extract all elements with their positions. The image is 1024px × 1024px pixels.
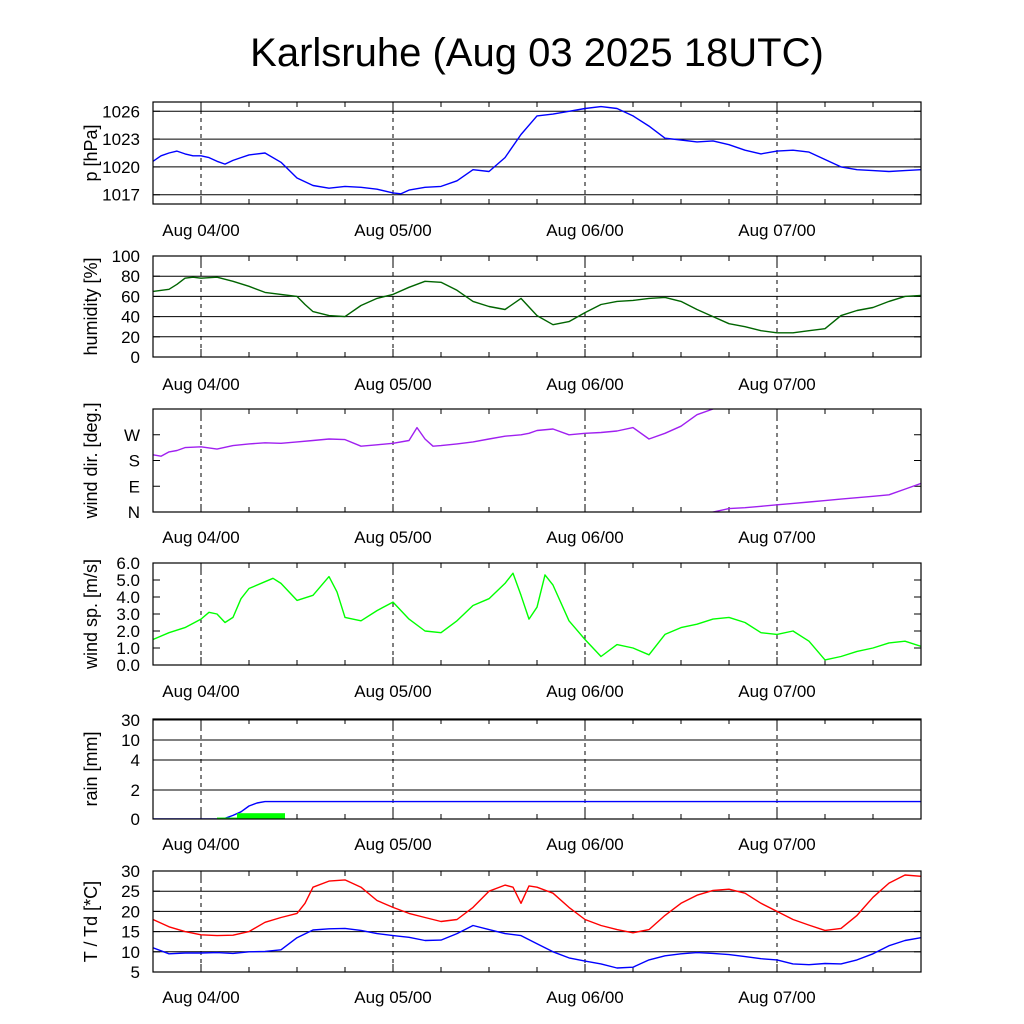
x-tick-label: Aug 04/00 [162,835,240,854]
y-tick-label: 1026 [102,102,140,121]
plot-frame [152,408,922,513]
y-tick-label: 10 [121,731,140,750]
y-tick-label: 1023 [102,130,140,149]
plot-frame [152,562,922,666]
x-tick-label: Aug 05/00 [354,835,432,854]
y-tick-label: 80 [121,267,140,286]
y-tick-label: E [129,477,140,496]
series-line-1 [153,572,921,661]
y-tick-label: W [124,426,140,445]
y-tick-label: 15 [121,923,140,942]
y-tick-label: 6.0 [116,554,140,573]
x-tick-label: Aug 06/00 [546,835,624,854]
x-tick-label: Aug 06/00 [546,221,624,240]
series-group [153,572,921,661]
x-tick-label: Aug 06/00 [546,375,624,394]
x-tick-label: Aug 04/00 [162,682,240,701]
y-tick-label: 0 [131,348,140,367]
y-axis-label: rain [mm] [81,731,101,806]
y-tick-label: 4 [131,751,140,770]
x-tick-label: Aug 05/00 [354,375,432,394]
x-tick-label: Aug 05/00 [354,988,432,1007]
x-tick-label: Aug 05/00 [354,528,432,547]
y-tick-label: 0.0 [116,656,140,675]
y-tick-label: 2 [131,781,140,800]
series-line-1 [153,874,921,937]
y-tick-label: 25 [121,882,140,901]
y-tick-label: 5.0 [116,571,140,590]
chart-title: Karlsruhe (Aug 03 2025 18UTC) [250,31,824,75]
series-line-wrapped [710,482,921,512]
y-tick-label: 0 [131,810,140,829]
x-tick-label: Aug 07/00 [738,835,816,854]
series-line-1 [153,276,921,334]
y-tick-label: 1.0 [116,639,140,658]
x-tick-label: Aug 07/00 [738,221,816,240]
x-tick-label: Aug 07/00 [738,528,816,547]
y-tick-label: 30 [121,711,140,730]
series-group [153,276,921,334]
y-axis-label: wind dir. [deg.] [81,402,101,519]
series-line-1 [153,105,921,195]
y-tick-label: 5 [131,963,140,982]
y-tick-label: 30 [121,862,140,881]
y-tick-label: 1020 [102,158,140,177]
series-group [153,409,921,512]
rain-bar [237,813,285,819]
y-axis-label: humidity [%] [81,257,101,355]
series-group [153,874,921,969]
y-axis-label: T / Td [*C] [81,881,101,962]
plot-frame [152,101,922,205]
x-tick-label: Aug 06/00 [546,682,624,701]
x-tick-label: Aug 07/00 [738,988,816,1007]
y-axis-label: p [hPa] [81,124,101,181]
x-tick-label: Aug 04/00 [162,988,240,1007]
y-tick-label: 20 [121,902,140,921]
x-tick-label: Aug 04/00 [162,375,240,394]
y-tick-label: 4.0 [116,588,140,607]
y-tick-label: 60 [121,287,140,306]
y-tick-label: 100 [112,247,140,266]
x-tick-label: Aug 07/00 [738,375,816,394]
y-tick-label: 3.0 [116,605,140,624]
y-tick-label: 2.0 [116,622,140,641]
x-tick-label: Aug 06/00 [546,528,624,547]
x-tick-label: Aug 05/00 [354,221,432,240]
plot-frame [152,255,922,358]
y-tick-label: 40 [121,308,140,327]
rain-bar [217,817,237,819]
x-tick-label: Aug 04/00 [162,221,240,240]
y-axis-label: wind sp. [m/s] [81,559,101,670]
panel-4: 0.01.02.03.04.05.06.0 Aug 04/00 Aug 05/00 A… [81,554,922,701]
x-tick-label: Aug 06/00 [546,988,624,1007]
series-group [153,105,921,195]
plot-frame [152,718,922,820]
plot-frame [152,870,922,973]
series-line-2 [153,924,921,969]
panel-1: 1017 1020 1023 1026 Aug 04/00 Aug 05/00 Aug 06… [81,101,922,240]
y-tick-label: 1017 [102,186,140,205]
x-tick-label: Aug 04/00 [162,528,240,547]
series-line-1 [153,409,717,457]
y-tick-label: N [128,503,140,522]
y-tick-label: 10 [121,943,140,962]
y-tick-label: 20 [121,328,140,347]
x-tick-label: Aug 05/00 [354,682,432,701]
x-tick-label: Aug 07/00 [738,682,816,701]
y-tick-label: S [129,452,140,471]
